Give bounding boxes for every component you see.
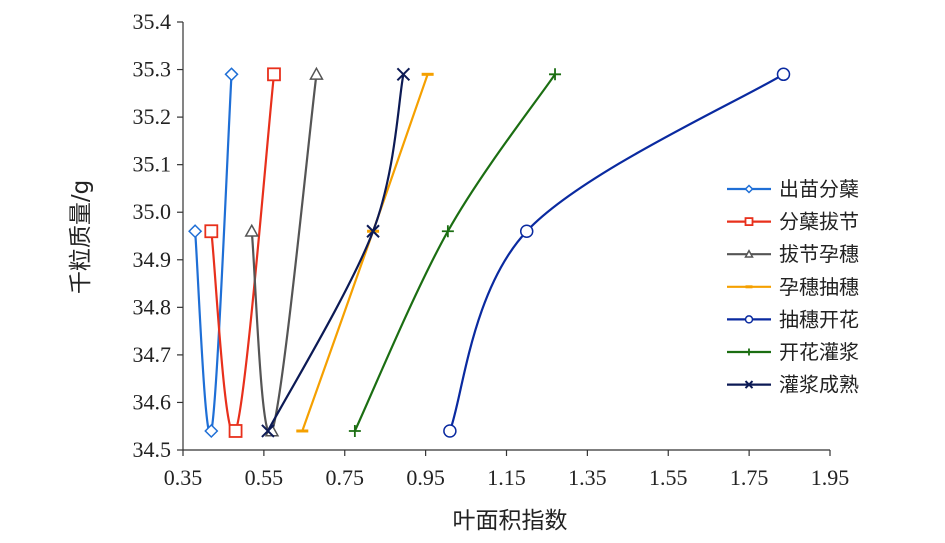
series-2: [204, 67, 281, 438]
y-tick-label: 35.1: [133, 152, 172, 177]
y-tick-label: 35.4: [133, 9, 172, 34]
series-line: [210, 74, 276, 435]
x-tick-label: 1.55: [649, 465, 688, 490]
y-tick-label: 34.6: [133, 389, 172, 414]
data-point: [776, 67, 791, 82]
y-tick-label: 34.8: [133, 294, 172, 319]
legend-entry: 抽穗开花: [727, 307, 859, 331]
data-point: [261, 424, 275, 438]
data-point: [188, 224, 203, 239]
series-6: [348, 68, 562, 437]
axes: 0.35 0.55 0.75 0.95 1.15 1.35 1.55 1.75 1.95 34.5…: [133, 9, 850, 490]
data-point: [519, 224, 534, 238]
data-point: [348, 424, 361, 437]
series-line: [448, 73, 785, 432]
legend-label: 孕穗抽穗: [779, 275, 859, 299]
x-tick-label: 0.75: [326, 465, 365, 490]
legend-marker: [744, 249, 754, 258]
data-point: [309, 66, 324, 80]
legend-label: 分蘖拔节: [779, 210, 859, 234]
data-point: [396, 67, 411, 82]
x-tick-label: 1.95: [811, 465, 850, 490]
legend-entry: 灌浆成熟: [727, 373, 859, 397]
x-tick-label: 0.95: [406, 465, 445, 490]
legend-marker: [744, 315, 754, 324]
legend-label: 拔节孕穗: [779, 242, 859, 266]
legend-marker: [744, 217, 754, 227]
legend-label: 出苗分蘖: [779, 177, 859, 201]
legend-label: 灌浆成熟: [779, 373, 859, 397]
x-tick-label: 1.75: [730, 465, 769, 490]
y-tick-label: 34.5: [133, 437, 172, 462]
y-axis-title: 千粒质量/g: [68, 180, 94, 294]
legend-entry: 开花灌浆: [727, 340, 859, 364]
legend-entry: 分蘖拔节: [727, 210, 859, 234]
data-point: [244, 223, 260, 237]
y-tick-label: 34.9: [133, 247, 172, 272]
data-point: [267, 67, 281, 82]
series-7: [261, 67, 411, 438]
data-point: [366, 224, 380, 238]
x-tick-label: 1.15: [487, 465, 526, 490]
data-point: [443, 424, 457, 438]
legend-entry: 孕穗抽穗: [727, 275, 859, 299]
legend-label: 抽穗开花: [779, 307, 859, 331]
x-tick-label: 0.35: [164, 465, 203, 490]
plot-area: [188, 66, 791, 439]
x-axis-title: 叶面积指数: [453, 508, 568, 534]
series-line: [353, 73, 556, 432]
data-point: [549, 68, 562, 81]
legend-marker: [745, 348, 753, 356]
y-tick-label: 34.7: [133, 342, 172, 367]
series-1: [188, 67, 239, 439]
y-tick-label: 35.0: [133, 199, 172, 224]
series-line: [250, 74, 318, 435]
legend-label: 开花灌浆: [779, 340, 859, 364]
series-3: [244, 66, 324, 437]
data-point: [204, 423, 219, 439]
y-tick-label: 35.3: [133, 57, 172, 82]
series-line: [266, 74, 405, 432]
series-5: [443, 67, 791, 438]
legend-entry: 拔节孕穗: [727, 242, 859, 266]
x-tick-label: 1.35: [568, 465, 607, 490]
y-tick-label: 35.2: [133, 104, 172, 129]
data-point: [441, 225, 454, 238]
data-point: [228, 424, 243, 438]
data-point: [204, 224, 219, 239]
legend-marker: [744, 184, 754, 194]
x-tick-label: 0.55: [245, 465, 284, 490]
legend-marker: [744, 380, 754, 389]
data-point: [224, 67, 239, 82]
legend-entry: 出苗分蘖: [727, 177, 859, 201]
